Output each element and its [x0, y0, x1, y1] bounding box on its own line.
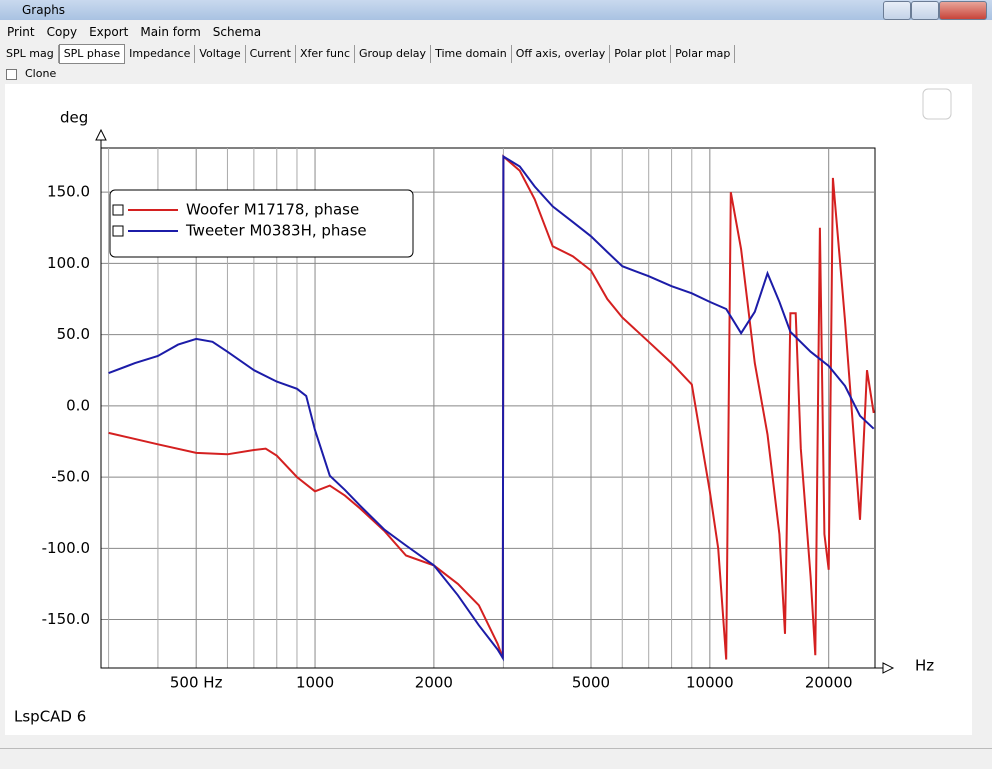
- status-bar: [0, 748, 992, 769]
- legend-label: Woofer M17178, phase: [186, 201, 359, 219]
- menu-item[interactable]: Export: [89, 25, 129, 39]
- y-tick-label: -50.0: [51, 468, 90, 486]
- x-tick-label: 2000: [415, 674, 453, 692]
- checkbox-label: Clone: [25, 67, 57, 80]
- tab[interactable]: Current: [246, 45, 296, 63]
- x-axis-arrow: [882, 662, 895, 674]
- y-axis-label: deg: [60, 109, 88, 127]
- x-tick-label: 5000: [572, 674, 610, 692]
- menu-item[interactable]: Schema: [212, 25, 262, 39]
- legend-label: Tweeter M0383H, phase: [185, 222, 367, 240]
- tab[interactable]: Off axis, overlay: [512, 45, 611, 63]
- y-axis-arrow: [95, 128, 107, 141]
- tab[interactable]: Polar plot: [610, 45, 672, 63]
- panel-button[interactable]: [922, 88, 952, 120]
- menu-item[interactable]: Print: [7, 25, 35, 39]
- footer: LspCAD 6: [14, 708, 86, 726]
- legend-checkbox: [112, 204, 124, 216]
- x-tick-label: 20000: [805, 674, 853, 692]
- tab[interactable]: Voltage: [195, 45, 246, 63]
- legend-box: [109, 189, 414, 258]
- tab[interactable]: Group delay: [355, 45, 432, 63]
- title-bar: Graphs: [0, 0, 992, 20]
- y-tick-label: 50.0: [57, 325, 90, 343]
- tab[interactable]: Xfer func: [296, 45, 356, 63]
- tab[interactable]: Impedance: [125, 45, 196, 63]
- window-title: Graphs: [22, 3, 66, 17]
- y-tick-label: -150.0: [42, 610, 90, 628]
- x-tick-label: 10000: [686, 674, 734, 692]
- x-tick-label: 1000: [296, 674, 334, 692]
- legend-checkbox: [112, 225, 124, 237]
- tab[interactable]: SPL mag: [2, 45, 59, 63]
- tab[interactable]: SPL phase: [58, 44, 126, 64]
- minimize-button[interactable]: [883, 1, 911, 20]
- x-tick-label: 500 Hz: [170, 674, 223, 692]
- menu-item[interactable]: Copy: [46, 25, 78, 39]
- tab[interactable]: Time domain: [431, 45, 512, 63]
- y-tick-label: -100.0: [42, 539, 90, 557]
- clone-checkbox[interactable]: Clone: [6, 67, 56, 80]
- y-tick-label: 0.0: [66, 396, 90, 414]
- tab[interactable]: Polar map: [671, 45, 736, 63]
- menu-item[interactable]: Main form: [140, 25, 201, 39]
- chart: deg Hz LspCAD 6 -150.0 -100.0 -50.0 0.0 50.0…: [5, 84, 972, 735]
- tab-bar: SPL mag SPL phase Impedance Voltage Current X…: [2, 44, 736, 64]
- y-tick-label: 150.0: [47, 183, 90, 201]
- series-line: [108, 154, 875, 662]
- close-button[interactable]: [939, 1, 987, 20]
- menu-bar: Print Copy Export Main form Schema: [0, 22, 992, 42]
- y-tick-label: 100.0: [47, 254, 90, 272]
- x-axis-label: Hz: [915, 657, 934, 675]
- maximize-button[interactable]: [911, 1, 939, 20]
- series-line: [108, 154, 875, 660]
